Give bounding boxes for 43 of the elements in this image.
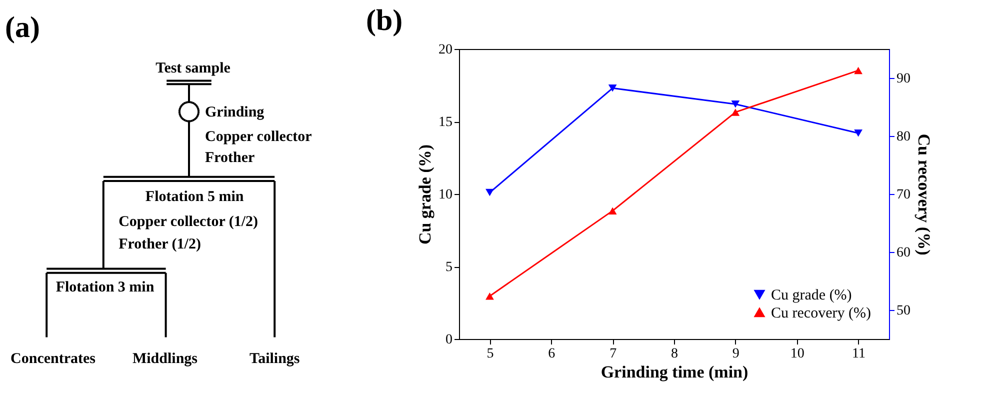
- y2-tick-label: 60: [896, 246, 910, 260]
- x-tick-label: 10: [790, 346, 804, 362]
- y2-tick-label: 50: [896, 304, 910, 318]
- text: Concentrates: [10, 351, 96, 368]
- text: (a): [5, 11, 40, 44]
- x-tick-label: 6: [548, 346, 556, 362]
- y2-axis-title: Cu recovery (%): [914, 134, 934, 256]
- point: [608, 207, 617, 214]
- x-tick-label: 7: [610, 346, 617, 362]
- point: [608, 84, 617, 92]
- x-axis-title: Grinding time (min): [600, 362, 748, 382]
- text: Test sample: [156, 60, 231, 76]
- y2-tick-label: 70: [896, 188, 910, 202]
- point: [854, 66, 862, 74]
- text: Frother: [205, 150, 256, 166]
- x-tick-label: 5: [486, 346, 494, 362]
- text: Copper collector (1/2): [118, 214, 258, 230]
- chart-title: (b): [366, 4, 403, 37]
- point: [486, 292, 494, 300]
- x-tick-label: 8: [671, 346, 678, 362]
- x-tick-label: 9: [732, 346, 740, 362]
- point: [731, 108, 740, 116]
- y2-tick-label: 90: [896, 72, 910, 86]
- text: Tailings: [249, 351, 300, 368]
- text: Copper collector: [205, 128, 312, 145]
- y-tick-label: 10: [438, 188, 452, 202]
- point: [731, 100, 740, 108]
- x-tick-label: 11: [852, 346, 866, 362]
- y2-tick-label: 80: [896, 130, 910, 144]
- text: Flotation 3 min: [56, 279, 155, 296]
- text: Flotation 5 min: [145, 189, 244, 206]
- text: Grinding: [205, 104, 265, 121]
- text: Frother (1/2): [118, 236, 201, 253]
- y-axis-title: Cu grade (%): [416, 144, 434, 245]
- legend-label: Cu recovery (%): [771, 306, 871, 322]
- text: Middlings: [132, 351, 198, 368]
- point: [486, 188, 494, 196]
- y-tick-label: 0: [446, 332, 452, 348]
- legend-label: Cu grade (%): [771, 288, 852, 304]
- y-tick-label: 15: [438, 115, 452, 130]
- y-tick-label: 20: [438, 42, 452, 58]
- point: [854, 129, 862, 137]
- y-tick-label: 5: [446, 260, 452, 275]
